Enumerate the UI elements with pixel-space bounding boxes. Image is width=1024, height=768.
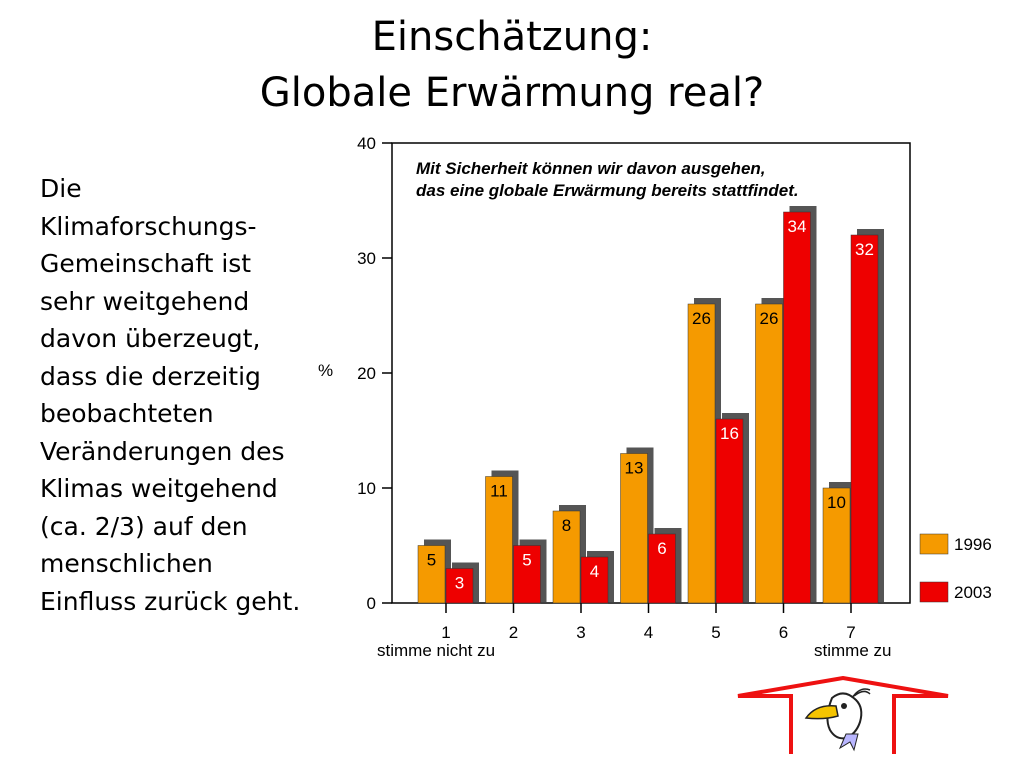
body-text: Die Klimaforschungs- Gemeinschaft ist sehr … [40,170,350,620]
x-tick-label: 6 [779,623,788,642]
bar-1996-3 [552,510,581,604]
y-axis: 0 10 20 30 40 [357,134,392,613]
bar-2003-5 [715,418,744,604]
body-text-line: Veränderungen des [40,436,285,466]
legend: 1996 2003 [919,533,992,603]
bar-2003-6 [783,211,811,604]
bar-value-label: 5 [427,551,436,570]
y-tick-label: 10 [357,479,376,498]
bar-2003-2 [513,545,541,604]
bar-value-label: 5 [522,551,531,570]
bar-value-label: 32 [855,240,874,259]
bar-value-label: 8 [562,516,571,535]
x-tick-label: 2 [509,623,518,642]
body-text-line: sehr weitgehend [40,286,250,316]
slide-title-line1: Einschätzung: [371,14,653,60]
bird-head [804,688,871,752]
bar-value-label: 4 [590,562,599,581]
bar-2003-1 [445,568,474,604]
x-tick-label: 4 [644,623,653,642]
slide-title-line2: Globale Erwärmung real? [259,70,765,116]
bar-1996-2 [485,476,513,604]
y-tick-label: 40 [357,134,376,153]
bar-1996-5 [687,303,716,604]
bar-value-label: 26 [760,309,779,328]
legend-label-2003: 2003 [954,583,992,602]
x-tick-label: 5 [711,623,720,642]
body-text-line: Die [40,174,82,203]
legend-label-1996: 1996 [954,535,992,554]
body-text-line: Klimaforschungs- [40,211,257,241]
body-text-line: davon überzeugt, [40,324,261,353]
chart-annotation-line2: das eine globale Erwärmung bereits statt… [416,181,799,200]
y-tick-label: 20 [357,364,376,383]
legend-swatch-1996 [919,533,949,555]
x-axis-label-right: stimme zu [814,641,891,660]
bird-cartoon-icon [737,676,949,754]
x-tick-label: 7 [846,623,855,642]
x-axis-label-left: stimme nicht zu [377,641,495,660]
body-text-line: Einfluss zurück geht. [40,586,301,616]
bar-2003-3 [580,556,609,604]
bar-value-label: 34 [788,217,807,236]
body-text-line: (ca. 2/3) auf den [40,511,248,541]
bar-1996-7 [822,487,851,604]
body-text-line: beobachteten [40,399,214,428]
bar-value-label: 26 [692,309,711,328]
bar-value-label: 11 [490,482,508,501]
chart-annotation-line1: Mit Sicherheit können wir davon ausgehen… [416,159,766,178]
bar-value-label: 6 [657,539,666,558]
bar-1996-6 [755,303,783,604]
body-text-line: Klimas weitgehend [40,474,278,503]
bar-value-label: 16 [720,424,739,443]
body-text-line: dass die derzeitig [40,361,261,391]
body-text-line: Gemeinschaft ist [40,249,252,278]
bar-2003-7 [850,234,879,604]
bar-value-label: 3 [455,574,464,593]
bar-2003-4 [648,533,676,604]
house-arrow-outline [737,676,949,754]
bar-1996-1 [417,545,446,604]
x-tick-label: 3 [576,623,585,642]
x-axis: 1 2 3 4 5 6 7 [441,603,856,642]
y-tick-label: 0 [367,594,376,613]
y-tick-label: 30 [357,249,376,268]
bar-value-label: 10 [827,493,846,512]
legend-swatch-2003 [919,581,949,603]
bar-value-label: 13 [625,459,644,478]
body-text-line: menschlichen [40,549,213,578]
x-tick-label: 1 [441,623,450,642]
bar-1996-4 [620,453,648,604]
y-axis-label: % [318,361,333,380]
